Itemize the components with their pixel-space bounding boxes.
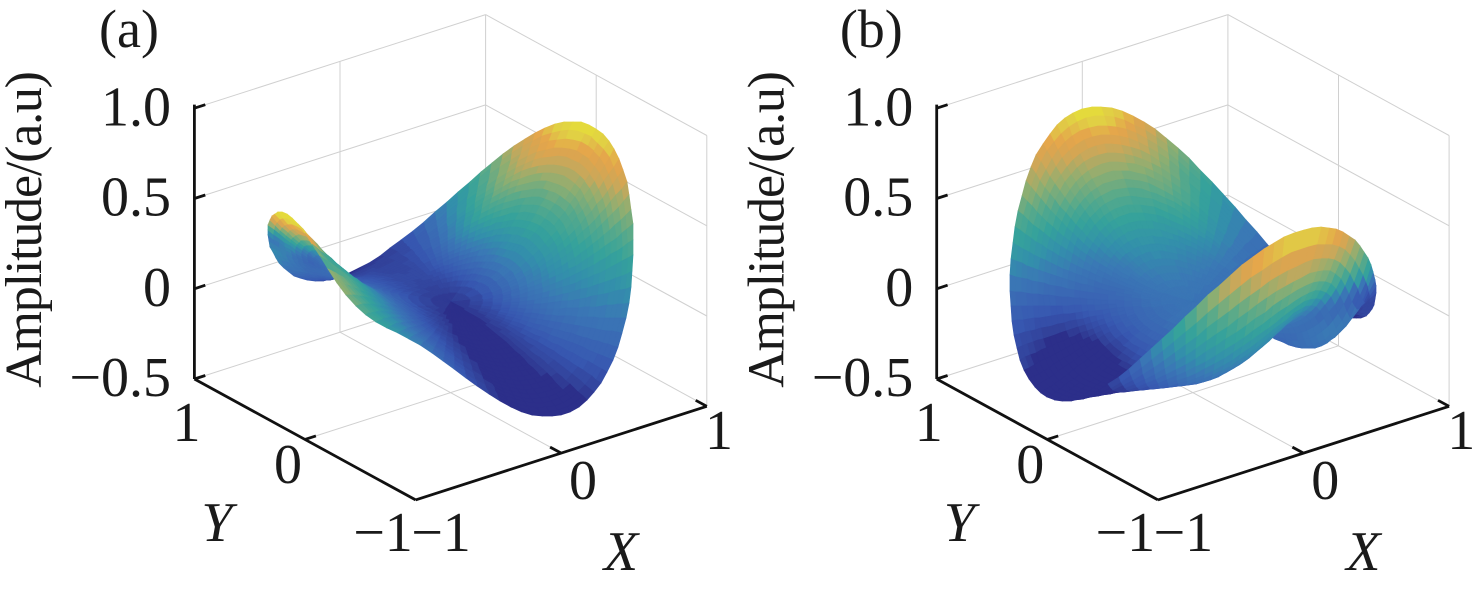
svg-text:(a): (a) [99, 0, 159, 59]
svg-text:0: 0 [1016, 434, 1044, 496]
svg-text:0.5: 0.5 [101, 167, 171, 229]
svg-text:0: 0 [274, 434, 302, 496]
svg-text:−1: −1 [1096, 502, 1156, 564]
svg-text:−0.5: −0.5 [812, 347, 914, 409]
svg-text:1: 1 [173, 392, 201, 454]
svg-text:−0.5: −0.5 [69, 347, 171, 409]
svg-text:−1: −1 [353, 502, 413, 564]
svg-text:1: 1 [705, 400, 733, 462]
svg-text:0: 0 [569, 450, 597, 512]
svg-text:0.5: 0.5 [843, 167, 913, 229]
svg-text:(b): (b) [840, 0, 903, 59]
svg-text:Amplitude/(a.u): Amplitude/(a.u) [0, 72, 53, 388]
svg-text:−1: −1 [411, 502, 471, 564]
svg-text:1: 1 [915, 392, 943, 454]
svg-text:−1: −1 [1154, 502, 1214, 564]
svg-text:X: X [602, 521, 641, 583]
svg-text:X: X [1344, 521, 1383, 583]
svg-text:1.0: 1.0 [101, 76, 171, 138]
svg-text:Y: Y [201, 492, 238, 554]
svg-text:1.0: 1.0 [843, 76, 913, 138]
svg-text:0: 0 [885, 257, 913, 319]
svg-text:1: 1 [1447, 400, 1475, 462]
svg-text:Amplitude/(a.u): Amplitude/(a.u) [738, 72, 795, 388]
svg-text:Y: Y [944, 492, 981, 554]
svg-text:0: 0 [143, 257, 171, 319]
svg-text:0: 0 [1311, 450, 1339, 512]
